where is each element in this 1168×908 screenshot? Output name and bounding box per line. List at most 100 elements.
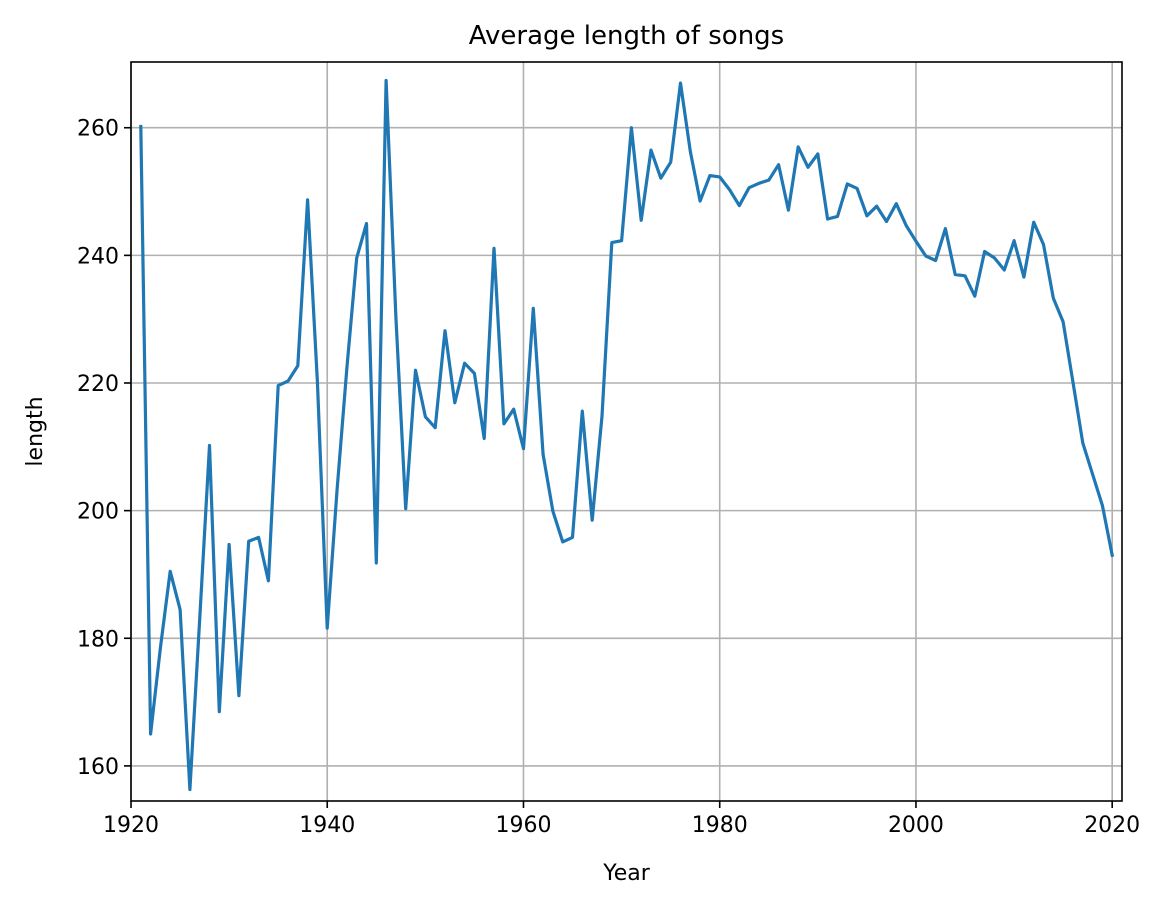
data-point	[277, 384, 280, 387]
data-point	[973, 295, 976, 298]
data-point	[836, 215, 839, 218]
data-point	[649, 148, 653, 152]
data-point	[846, 182, 849, 186]
data-point	[502, 422, 506, 425]
data-point	[541, 453, 545, 456]
data-point	[404, 507, 407, 510]
data-point	[944, 227, 947, 230]
data-point	[1061, 320, 1065, 323]
data-point	[512, 408, 515, 411]
data-point	[983, 250, 986, 253]
grid	[130, 62, 1122, 801]
data-point	[1022, 275, 1026, 279]
data-point	[473, 372, 476, 375]
data-point	[757, 182, 761, 185]
data-point	[394, 316, 398, 319]
data-point	[698, 199, 702, 203]
data-point	[767, 178, 770, 182]
data-point	[875, 205, 878, 208]
data-point	[954, 273, 957, 276]
data-point	[600, 415, 604, 418]
data-point	[522, 447, 525, 450]
data-point	[1003, 268, 1006, 272]
data-point	[1042, 243, 1045, 246]
data-point	[855, 187, 859, 190]
data-point	[1052, 296, 1055, 300]
data-point	[316, 380, 319, 383]
data-point	[747, 186, 751, 189]
data-point	[286, 379, 290, 383]
data-point	[424, 415, 427, 418]
axes-frame	[130, 61, 1123, 802]
data-point	[708, 174, 712, 177]
data-point	[306, 198, 309, 201]
data-point	[492, 247, 496, 250]
data-point	[139, 125, 142, 128]
data-point	[1101, 504, 1104, 507]
x-tick-label: 1920	[103, 813, 159, 838]
data-point	[159, 646, 162, 649]
data-point	[237, 694, 241, 697]
series-layer	[139, 78, 1115, 792]
data-point	[1081, 441, 1085, 445]
data-point	[934, 259, 937, 262]
data-point	[443, 329, 447, 332]
data-point	[1091, 473, 1094, 476]
series-line	[139, 78, 1115, 792]
data-point	[326, 626, 329, 630]
x-tick-label: 2020	[1084, 813, 1140, 838]
data-point	[208, 444, 211, 447]
data-point	[434, 426, 437, 429]
data-point	[551, 510, 555, 513]
data-point	[453, 401, 456, 404]
data-point	[384, 79, 388, 82]
data-point	[718, 175, 721, 179]
x-tick-label: 2000	[888, 813, 944, 838]
data-point	[669, 161, 672, 164]
data-point	[1111, 554, 1114, 557]
data-point	[885, 220, 888, 223]
y-tick-label: 240	[77, 244, 119, 269]
data-point	[659, 176, 662, 180]
data-point	[345, 366, 349, 369]
data-point	[483, 437, 486, 440]
data-point	[904, 224, 908, 227]
data-point	[728, 188, 731, 191]
data-point	[591, 519, 594, 522]
data-point	[777, 163, 780, 166]
data-point	[1012, 239, 1016, 242]
data-point	[335, 489, 339, 492]
data-point	[924, 254, 927, 258]
y-tick-label: 200	[77, 500, 119, 525]
data-point	[218, 710, 221, 713]
data-point	[738, 204, 741, 207]
x-tick-label: 1940	[299, 813, 355, 838]
data-point	[355, 256, 358, 260]
data-point	[169, 570, 172, 573]
data-point	[227, 543, 231, 546]
data-point	[532, 307, 535, 310]
data-point	[679, 81, 682, 85]
data-point	[797, 145, 800, 149]
data-point	[198, 617, 201, 621]
data-point	[914, 240, 918, 243]
data-point	[375, 561, 378, 565]
ticks: 1920 1940 1960 1980 2000 2020 160 180 200 220 240 2…	[77, 117, 1140, 838]
data-point	[1071, 380, 1075, 383]
x-tick-label: 1980	[692, 813, 748, 838]
data-point	[1032, 221, 1035, 224]
data-point	[610, 241, 613, 244]
data-point	[296, 364, 299, 367]
y-axis-title: length	[23, 396, 48, 466]
chart-title: Average length of songs	[469, 21, 784, 51]
y-tick-label: 220	[77, 372, 119, 397]
x-axis-title: Year	[602, 861, 651, 886]
data-point	[581, 409, 584, 413]
data-point	[865, 214, 869, 217]
data-point	[571, 536, 574, 539]
data-point	[247, 540, 250, 543]
data-point	[188, 788, 192, 791]
